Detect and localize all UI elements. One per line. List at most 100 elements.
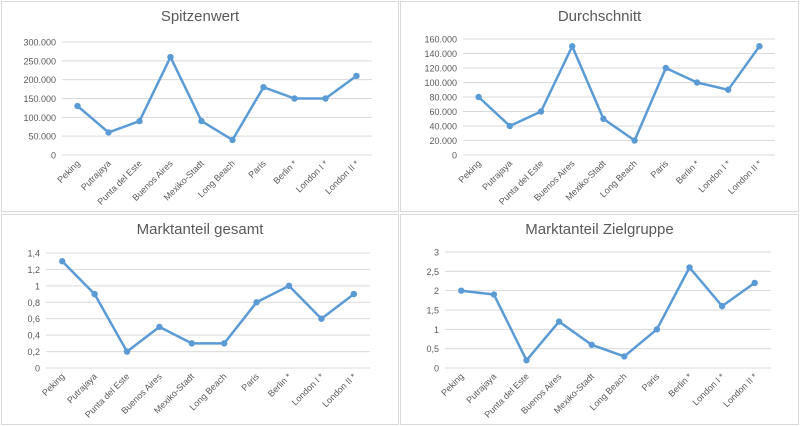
data-point [693,79,701,86]
data-point [291,95,298,102]
y-tick-label: 0,5 [426,344,439,354]
data-point [725,86,732,93]
data-point [569,43,576,50]
data-point [188,340,195,347]
y-tick-label: 2 [434,286,439,296]
x-tick-label: Peking [439,371,466,398]
x-tick-label: London II * [323,158,361,196]
data-point [621,353,628,360]
data-point [322,95,329,102]
data-point [253,299,260,306]
y-tick-label: 150.000 [23,94,56,104]
x-tick-label: Putrajaya [464,371,498,405]
x-tick-label: Paris [246,158,268,180]
y-tick-label: 0,6 [27,314,40,324]
data-point [74,102,81,110]
chart-panel-marktanteil-zielgruppe: Marktanteil Zielgruppe 0 0,5 1 1,5 2 2,5 3 Peki… [400,214,799,425]
y-tick-label: 1 [434,325,439,335]
data-point [751,279,758,287]
data-point [91,290,98,298]
y-tick-label: 1 [35,281,40,291]
data-point [167,53,174,61]
data-point [523,357,530,364]
data-point [229,136,236,144]
x-tick-label: Putrajaya [65,371,99,405]
data-point [537,108,545,115]
y-tick-label: 100.000 [23,113,56,123]
data-point [662,64,669,72]
y-tick-label: 3 [434,248,439,258]
series-line [60,259,356,353]
y-tick-label: 0 [51,151,56,161]
data-point [588,341,595,348]
y-tick-label: 100.000 [424,78,457,88]
x-tick-label: London II * [721,371,759,409]
chart-panel-durchschnitt: Durchschnitt 0 20.000 40.000 60.000 80.000 10… [400,1,799,212]
x-tick-label: Peking [55,158,82,185]
x-tick-label: London II * [320,371,358,409]
data-point [756,43,763,50]
data-point [260,84,267,91]
y-tick-label: 0 [452,151,457,161]
y-tick-label: 0,8 [27,298,40,308]
chart-title: Spitzenwert [160,8,240,25]
data-point [198,117,205,125]
data-point [285,282,293,290]
data-point [105,129,112,136]
x-tick-label: Peking [456,158,483,185]
series-line [460,266,756,362]
y-tick-label: 80.000 [429,93,457,103]
data-point [490,291,498,298]
x-tick-label: London II * [726,158,764,196]
data-point [600,115,607,122]
series-line [76,55,358,142]
y-tick-label: 20.000 [429,136,457,146]
data-point [353,72,360,80]
chart-title: Marktanteil gesamt [136,221,264,238]
y-tick-label: 1,5 [426,306,439,316]
y-tick-label: 300.000 [23,38,56,48]
data-point [458,287,465,294]
line-chart: 0 20.000 40.000 60.000 80.000 100.000 120.000 1… [424,35,775,207]
x-tick-label: Paris [649,158,671,180]
x-tick-label: Berlin * [266,371,294,399]
data-point [59,258,66,265]
data-point [318,315,325,322]
y-tick-label: 200.000 [23,75,56,85]
x-tick-label: Paris [239,371,261,393]
data-point [350,290,357,298]
y-tick-label: 0 [434,364,439,374]
data-point [123,348,131,355]
y-tick-label: 1,2 [27,265,40,275]
x-tick-label: Paris [640,371,662,393]
data-point [156,323,163,331]
x-tick-label: Berlin * [271,158,299,186]
y-tick-label: 140.000 [424,49,457,59]
y-tick-label: 0 [35,364,40,374]
y-tick-label: 2,5 [426,267,439,277]
y-tick-label: 40.000 [429,122,457,132]
y-tick-label: 160.000 [424,35,457,45]
data-point [718,302,726,310]
chart-panel-spitzenwert: Spitzenwert 0 50.000 100.000 150.000 200.000… [1,1,399,212]
y-tick-label: 1,4 [27,249,40,259]
data-point [475,93,482,101]
y-tick-label: 120.000 [424,64,457,74]
y-tick-label: 60.000 [429,107,457,117]
data-point [221,340,228,347]
line-chart: 00,20,40,60,811,21,4PekingPutrajayaPunta… [27,249,370,420]
data-point [506,122,513,130]
y-tick-label: 0,4 [27,331,40,341]
chart-title: Durchschnitt [557,8,642,25]
chart-title: Marktanteil Zielgruppe [525,221,674,238]
chart-panel-marktanteil-gesamt: Marktanteil gesamt 0 0,2 0,4 0,6 0,8 1 1,2 1,4 P… [1,214,399,425]
data-point [136,117,143,125]
data-point [555,318,563,325]
data-point [686,264,693,271]
series-line [477,45,761,142]
x-tick-label: Berlin * [674,158,702,186]
data-point [653,326,661,333]
x-tick-label: Berlin * [666,371,694,399]
y-tick-label: 0,2 [27,347,40,357]
